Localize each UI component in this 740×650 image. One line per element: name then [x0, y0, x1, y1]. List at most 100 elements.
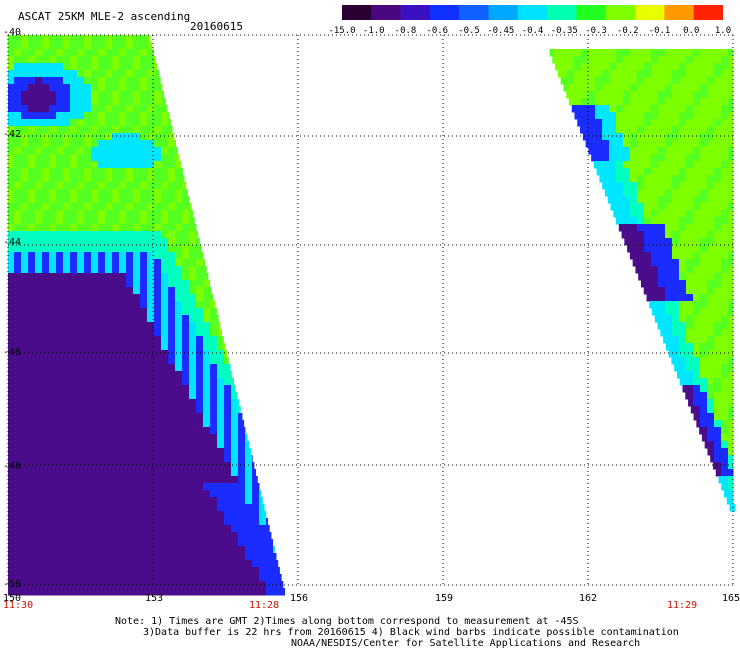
- swath-cell: [210, 462, 218, 470]
- swath-cell: [728, 315, 734, 323]
- swath-cell: [105, 140, 113, 148]
- swath-cell: [77, 483, 85, 491]
- swath-cell: [623, 77, 631, 85]
- swath-cell: [616, 210, 624, 218]
- swath-cell: [133, 497, 141, 505]
- swath-cell: [672, 266, 680, 274]
- swath-cell: [21, 245, 29, 253]
- swath-cell: [189, 420, 197, 428]
- swath-cell: [728, 490, 734, 498]
- swath-cell: [175, 385, 183, 393]
- swath-cell: [245, 567, 253, 575]
- swath-cell: [224, 525, 232, 533]
- swath-cell: [161, 126, 169, 134]
- swath-cell: [63, 91, 71, 99]
- swath-cell: [98, 308, 106, 316]
- swath-cell: [119, 462, 127, 470]
- swath-cell: [693, 56, 701, 64]
- swath-cell: [112, 490, 120, 498]
- swath-cell: [56, 210, 64, 218]
- swath-cell: [112, 98, 120, 106]
- swath-cell: [56, 364, 64, 372]
- swath-cell: [161, 322, 169, 330]
- swath-cell: [112, 42, 120, 50]
- swath-cell: [189, 518, 197, 526]
- swath-cell: [168, 483, 176, 491]
- swath-cell: [91, 546, 99, 554]
- swath-cell: [259, 518, 267, 526]
- swath-cell: [154, 238, 162, 246]
- swath-cell: [35, 49, 43, 57]
- swath-cell: [686, 210, 694, 218]
- swath-cell: [133, 126, 141, 134]
- swath-cell: [35, 224, 43, 232]
- swath-cell: [140, 539, 148, 547]
- swath-cell: [161, 294, 169, 302]
- swath-cell: [609, 98, 617, 106]
- swath-cell: [105, 294, 113, 302]
- swath-cell: [637, 224, 645, 232]
- swath-cell: [147, 105, 155, 113]
- swath-cell: [35, 77, 43, 85]
- swath-cell: [112, 154, 120, 162]
- swath-cell: [231, 539, 239, 547]
- swath-cell: [700, 378, 708, 386]
- swath-cell: [168, 175, 176, 183]
- swath-cell: [112, 224, 120, 232]
- swath-cell: [630, 203, 638, 211]
- swath-cell: [182, 329, 190, 337]
- swath-cell: [175, 196, 183, 204]
- swath-cell: [168, 546, 176, 554]
- swath-cell: [105, 273, 113, 281]
- swath-cell: [665, 196, 673, 204]
- swath-cell: [686, 364, 694, 372]
- swath-cell: [84, 567, 92, 575]
- swath-cell: [210, 399, 218, 407]
- swath-cell: [644, 49, 652, 57]
- swath-cell: [168, 441, 176, 449]
- swath-cell: [28, 364, 36, 372]
- swath-cell: [637, 147, 645, 155]
- swath-cell: [574, 84, 582, 92]
- swath-cell: [140, 357, 148, 365]
- swath-cell: [714, 448, 722, 456]
- swath-cell: [28, 399, 36, 407]
- swath-cell: [618, 224, 624, 232]
- swath-cell: [714, 154, 722, 162]
- swath-cell: [630, 77, 638, 85]
- swath-cell: [679, 280, 687, 288]
- swath-cell: [105, 98, 113, 106]
- swath-cell: [161, 266, 169, 274]
- swath-cell: [70, 553, 78, 561]
- swath-cell: [644, 168, 652, 176]
- colorbar-swatch: [605, 5, 636, 20]
- swath-cell: [42, 294, 50, 302]
- swath-cell: [14, 490, 22, 498]
- swath-cell: [644, 224, 652, 232]
- colorbar-swatch: [576, 5, 607, 20]
- swath-cell: [77, 77, 85, 85]
- swath-cell: [637, 56, 645, 64]
- swath-cell: [56, 539, 64, 547]
- swath-cell: [693, 63, 701, 71]
- swath-cell: [84, 175, 92, 183]
- swath-cell: [665, 280, 673, 288]
- swath-cell: [14, 35, 22, 43]
- swath-cell: [21, 294, 29, 302]
- swath-cell: [56, 168, 64, 176]
- swath-cell: [168, 560, 176, 568]
- swath-cell: [133, 91, 141, 99]
- swath-cell: [714, 210, 722, 218]
- swath-cell: [56, 56, 64, 64]
- swath-cell: [182, 266, 190, 274]
- swath-cell: [112, 91, 120, 99]
- swath-cell: [182, 378, 190, 386]
- swath-cell: [154, 448, 162, 456]
- swath-cell: [602, 126, 610, 134]
- swath-cell: [147, 119, 155, 127]
- swath-cell: [231, 560, 239, 568]
- swath-cell: [119, 70, 127, 78]
- swath-cell: [98, 301, 106, 309]
- swath-cell: [224, 511, 232, 519]
- swath-cell: [126, 259, 134, 267]
